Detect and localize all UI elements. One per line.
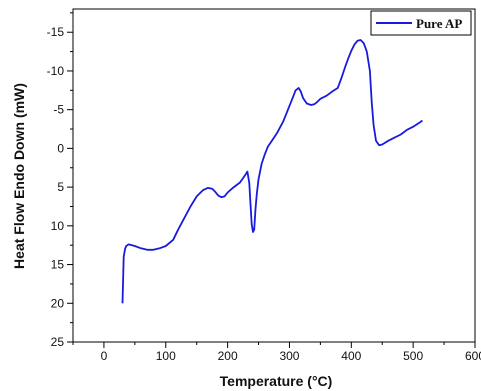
x-tick-label: 0 <box>101 349 108 363</box>
axis-ticks <box>67 12 476 348</box>
y-tick-label: 10 <box>51 219 65 233</box>
legend-label: Pure AP <box>416 16 462 31</box>
y-tick-label: -15 <box>47 25 65 39</box>
x-tick-label: 500 <box>403 349 423 363</box>
y-tick-label: 5 <box>57 180 64 194</box>
plot-frame <box>72 8 476 343</box>
x-tick-label: 400 <box>341 349 361 363</box>
x-axis-title: Temperature (°C) <box>220 373 333 389</box>
y-tick-label: 15 <box>51 258 65 272</box>
y-tick-label: 25 <box>51 335 65 349</box>
x-tick-label: 600 <box>465 349 481 363</box>
y-tick-label: -5 <box>53 103 64 117</box>
x-tick-label: 100 <box>156 349 176 363</box>
y-tick-label: 20 <box>51 296 65 310</box>
legend: Pure AP <box>370 10 472 36</box>
y-axis-title: Heat Flow Endo Down (mW) <box>11 83 27 269</box>
axis-tick-labels: 0 100 200 300 400 500 600 -15 -10 -5 0 5 10 15 20 25 <box>47 25 481 363</box>
x-tick-label: 200 <box>218 349 238 363</box>
x-tick-label: 300 <box>279 349 299 363</box>
y-tick-label: 0 <box>57 141 64 155</box>
y-tick-label: -10 <box>47 64 65 78</box>
pure-ap-series-line <box>121 39 423 304</box>
